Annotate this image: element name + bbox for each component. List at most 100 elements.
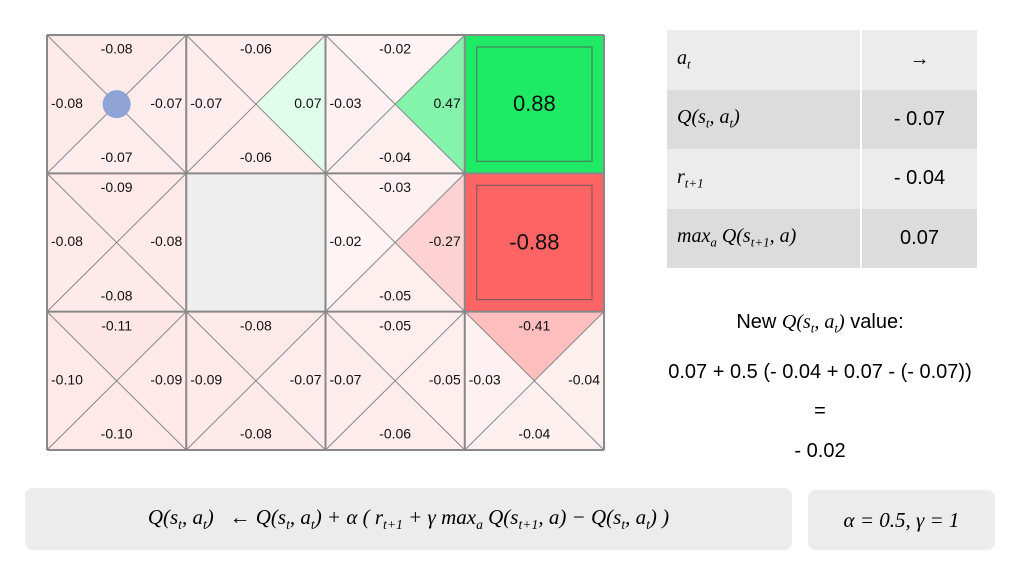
diagonal — [325, 172, 466, 313]
q-triangle — [116, 173, 187, 312]
cell — [186, 173, 326, 312]
q-value: -0.08 — [240, 317, 272, 333]
q-value: -0.04 — [518, 426, 550, 442]
terminal-value: -0.88 — [509, 229, 559, 254]
q-triangle — [395, 173, 465, 312]
q-value: -0.08 — [51, 233, 83, 249]
q-value: -0.08 — [150, 233, 182, 249]
math-text: , a) — [769, 225, 797, 248]
q-value: -0.02 — [379, 41, 411, 57]
math-subscript: t+1 — [518, 516, 539, 532]
q-triangle — [325, 311, 396, 450]
row-value: - 0.04 — [860, 149, 977, 209]
params-box: α = 0.5, γ = 1 — [808, 490, 995, 550]
q-value: 0.47 — [434, 95, 461, 111]
computation: 0.07 + 0.5 (- 0.04 + 0.07 - (- 0.07)) — [668, 361, 972, 383]
q-triangle — [325, 104, 465, 174]
math-text: Q(s — [677, 106, 706, 129]
q-value: -0.27 — [429, 233, 461, 249]
table-row: rt+1- 0.04 — [667, 149, 977, 209]
math-text: ) — [838, 311, 845, 333]
math-text: , a — [709, 106, 730, 129]
math-text: + γ max — [402, 505, 477, 530]
math-text: ) + α ( r — [314, 505, 384, 530]
q-value: -0.05 — [379, 317, 411, 333]
math-text: ) ) — [649, 505, 670, 530]
math-subscript: t — [810, 320, 815, 336]
math-text: Q(s — [147, 505, 179, 530]
math-subscript: t — [178, 516, 182, 532]
q-value: -0.06 — [240, 41, 272, 57]
q-triangle — [47, 35, 187, 105]
row-value: 0.07 — [860, 208, 977, 268]
q-triangle — [47, 35, 117, 174]
q-value: -0.09 — [150, 372, 182, 388]
terminal-frame — [476, 46, 593, 162]
math-text: , a — [625, 505, 647, 530]
q-triangle — [186, 380, 326, 450]
equals: = — [814, 400, 826, 422]
q-triangle — [186, 311, 326, 381]
q-triangle — [325, 173, 396, 312]
q-value: -0.10 — [51, 372, 83, 388]
q-table: at → Q(st, at) - 0.07 rt+1- 0.04 maxa Q(st+1,… — [667, 30, 977, 268]
math-text: max — [677, 225, 711, 248]
diagonal — [325, 311, 466, 451]
q-value: -0.06 — [240, 149, 272, 165]
q-value: -0.09 — [101, 179, 133, 195]
new-value-heading: New Q(st, at) value: — [620, 311, 1020, 337]
cell — [464, 35, 604, 174]
diagonal — [185, 34, 326, 174]
q-value: -0.07 — [190, 95, 222, 111]
terminal-frame — [476, 184, 593, 301]
q-value: -0.06 — [379, 426, 411, 442]
row-value: → — [860, 30, 977, 90]
q-value: -0.03 — [330, 95, 362, 111]
diagonal — [185, 311, 326, 451]
table-row: at → — [667, 30, 977, 90]
q-value: -0.08 — [240, 426, 272, 442]
math-subscript: t — [729, 116, 734, 132]
q-value: -0.04 — [568, 372, 600, 388]
math-text: Q(s — [781, 311, 811, 333]
q-value: -0.08 — [51, 95, 83, 111]
q-triangle — [116, 35, 187, 174]
q-triangle — [47, 104, 187, 174]
row-label: at — [667, 47, 860, 73]
q-triangle — [186, 311, 256, 450]
q-value: 0.07 — [294, 95, 321, 111]
q-triangle — [325, 311, 465, 381]
q-triangle — [325, 173, 465, 243]
q-value: -0.03 — [379, 179, 411, 195]
q-triangle — [464, 311, 535, 450]
row-label: maxa Q(st+1, a) — [667, 225, 860, 251]
q-value: -0.07 — [101, 149, 133, 165]
table-row: maxa Q(st+1, a) 0.07 — [667, 208, 977, 268]
terminal-value: 0.88 — [513, 91, 556, 116]
q-triangle — [116, 311, 187, 450]
new-value-suffix: value: — [850, 311, 904, 333]
q-triangle — [47, 311, 117, 450]
q-triangle — [47, 311, 187, 381]
q-triangle — [255, 311, 326, 450]
math-subscript: t — [310, 516, 315, 532]
update-formula: Q(st, at) ← Q(st, at) + α ( rt+1 + γ max… — [148, 505, 669, 533]
math-text: , a) − Q(s — [538, 505, 622, 530]
q-triangle — [47, 173, 187, 243]
q-value: -0.09 — [190, 372, 222, 388]
math-subscript: t — [705, 116, 710, 132]
q-triangle — [186, 35, 256, 174]
row-label: rt+1 — [667, 166, 860, 192]
math-text: , a — [814, 311, 835, 333]
q-value: -0.07 — [330, 372, 362, 388]
q-value: -0.08 — [101, 41, 133, 57]
new-value-prefix: New — [736, 311, 777, 333]
q-value: -0.05 — [379, 287, 411, 303]
q-triangle — [47, 173, 117, 312]
q-value: -0.07 — [290, 372, 322, 388]
diagonal — [46, 311, 187, 451]
math-text: Q(s — [482, 505, 519, 530]
q-triangle — [325, 35, 396, 174]
q-triangle — [325, 35, 465, 105]
